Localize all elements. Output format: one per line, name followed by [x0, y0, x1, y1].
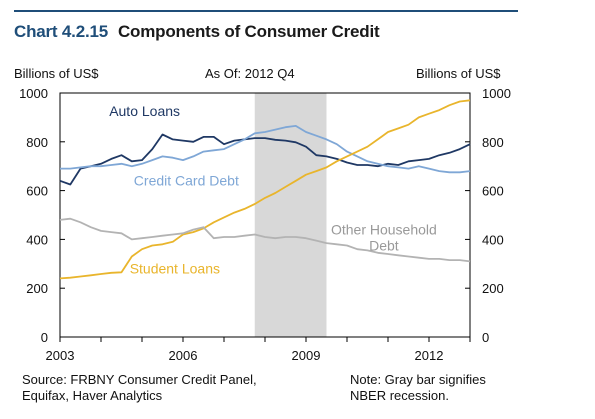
top-rule [14, 10, 518, 12]
x-tick-label: 2009 [292, 348, 321, 363]
series-line-credit_card [60, 125, 471, 174]
y-tick-label-right: 0 [482, 330, 489, 345]
recession-bar [254, 93, 327, 337]
chart-title: Chart 4.2.15 Components of Consumer Credi… [14, 22, 380, 42]
series-label-credit_card: Credit Card Debt [134, 173, 239, 189]
y-tick-label-right: 200 [482, 281, 504, 296]
y-tick-label-left: 600 [26, 184, 48, 199]
series-line-other [59, 217, 471, 263]
series-line-auto [59, 133, 471, 186]
y-tick-label-left: 1000 [19, 86, 48, 101]
x-tick-label: 2012 [415, 348, 444, 363]
as-of-label: As Of: 2012 Q4 [205, 66, 295, 81]
series-label-auto: Auto Loans [109, 103, 180, 119]
y-tick-label-left: 200 [26, 281, 48, 296]
y-tick-label-right: 1000 [482, 86, 511, 101]
y-tick-label-right: 800 [482, 135, 504, 150]
recession-note: Note: Gray bar signifies NBER recession. [350, 372, 486, 403]
left-axis-unit: Billions of US$ [14, 66, 99, 81]
x-tick-label: 2003 [46, 348, 75, 363]
y-tick-label-left: 400 [26, 232, 48, 247]
chart-name: Components of Consumer Credit [117, 22, 380, 41]
series-label-other: Other Household Debt [331, 222, 437, 254]
y-tick-label-left: 0 [41, 330, 48, 345]
series-label-student: Student Loans [130, 261, 220, 277]
y-tick-label-right: 400 [482, 232, 504, 247]
right-axis-unit: Billions of US$ [416, 66, 501, 81]
x-tick-label: 2006 [169, 348, 198, 363]
series-line-student [59, 99, 471, 280]
y-tick-label-right: 600 [482, 184, 504, 199]
chart-id: Chart 4.2.15 [14, 22, 108, 41]
y-tick-label-left: 800 [26, 135, 48, 150]
source-note: Source: FRBNY Consumer Credit Panel, Equ… [22, 372, 257, 403]
